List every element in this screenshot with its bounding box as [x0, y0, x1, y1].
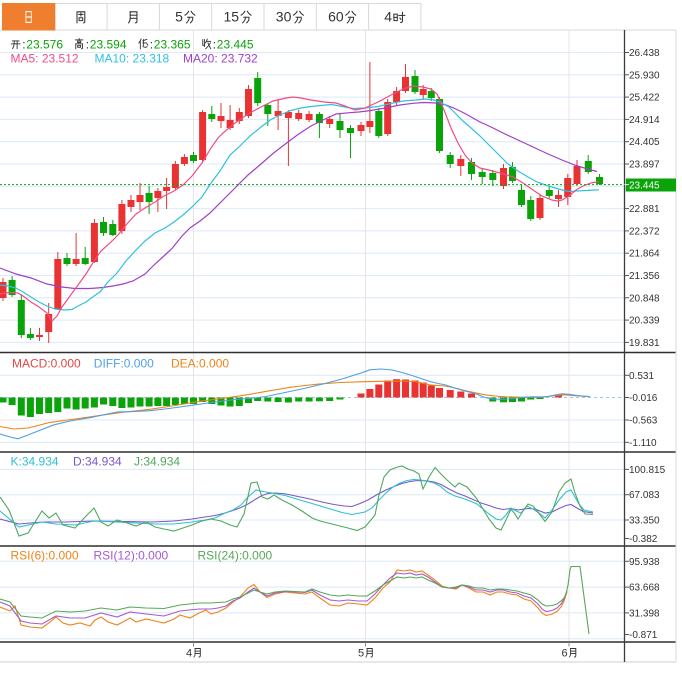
- svg-text:D:34.934: D:34.934: [73, 454, 122, 468]
- svg-text:RSI(24):0.000: RSI(24):0.000: [198, 549, 273, 563]
- svg-text::: :: [150, 37, 153, 51]
- svg-text:23.445: 23.445: [217, 37, 254, 51]
- svg-text:6: 6: [562, 648, 568, 660]
- svg-text:23.594: 23.594: [90, 37, 127, 51]
- svg-text:4: 4: [186, 648, 192, 660]
- svg-text:95.938: 95.938: [629, 557, 660, 568]
- svg-text::: :: [22, 37, 25, 51]
- svg-text:-0.382: -0.382: [629, 534, 658, 545]
- svg-text:J:34.934: J:34.934: [134, 454, 180, 468]
- svg-text:26.438: 26.438: [629, 48, 660, 59]
- svg-text:5: 5: [175, 9, 183, 25]
- svg-text:MA20: 23.732: MA20: 23.732: [183, 52, 258, 66]
- svg-text:20.339: 20.339: [629, 316, 660, 327]
- svg-text:19.831: 19.831: [629, 338, 660, 349]
- svg-text:MA10: 23.318: MA10: 23.318: [95, 52, 170, 66]
- svg-text:31.398: 31.398: [629, 608, 660, 619]
- svg-text:30: 30: [276, 9, 292, 25]
- svg-text:22.372: 22.372: [629, 226, 660, 237]
- svg-text:MA5: 23.512: MA5: 23.512: [11, 52, 79, 66]
- svg-text:23.445: 23.445: [629, 180, 660, 191]
- svg-text:MACD:0.000: MACD:0.000: [12, 356, 81, 370]
- svg-text:0.531: 0.531: [629, 371, 654, 382]
- svg-text:33.350: 33.350: [629, 516, 660, 527]
- svg-text:RSI(6):0.000: RSI(6):0.000: [11, 549, 79, 563]
- svg-text:22.881: 22.881: [629, 204, 660, 215]
- svg-text:K:34.934: K:34.934: [11, 454, 59, 468]
- svg-text:DEA:0.000: DEA:0.000: [171, 356, 229, 370]
- svg-text:-0.563: -0.563: [629, 416, 658, 427]
- svg-text:100.815: 100.815: [629, 465, 666, 476]
- svg-text:23.576: 23.576: [26, 37, 63, 51]
- svg-text::: :: [213, 37, 216, 51]
- svg-text::: :: [86, 37, 89, 51]
- svg-text:20.848: 20.848: [629, 293, 660, 304]
- svg-text:15: 15: [224, 9, 240, 25]
- svg-text:25.930: 25.930: [629, 70, 660, 81]
- svg-text:67.083: 67.083: [629, 490, 660, 501]
- svg-text:5: 5: [358, 648, 364, 660]
- svg-text:-0.016: -0.016: [629, 393, 658, 404]
- svg-text:21.356: 21.356: [629, 271, 660, 282]
- svg-text:23.365: 23.365: [154, 37, 191, 51]
- svg-text:-1.110: -1.110: [629, 438, 657, 449]
- svg-text:RSI(12):0.000: RSI(12):0.000: [94, 549, 169, 563]
- svg-text:DIFF:0.000: DIFF:0.000: [94, 356, 154, 370]
- svg-text:24.405: 24.405: [629, 137, 660, 148]
- svg-text:-0.871: -0.871: [629, 630, 658, 641]
- svg-text:21.864: 21.864: [629, 249, 660, 260]
- svg-text:24.914: 24.914: [629, 115, 660, 126]
- svg-text:60: 60: [328, 9, 344, 25]
- svg-text:63.668: 63.668: [629, 583, 660, 594]
- svg-text:23.897: 23.897: [629, 160, 660, 171]
- svg-text:25.422: 25.422: [629, 93, 660, 104]
- svg-text:4: 4: [384, 9, 392, 25]
